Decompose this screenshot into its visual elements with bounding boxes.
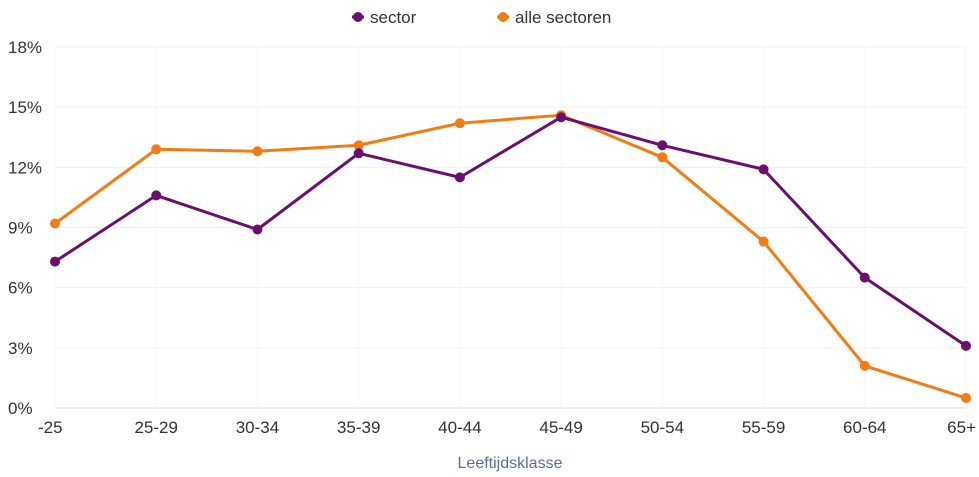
data-point <box>758 164 769 175</box>
x-axis-title: Leeftijdsklasse <box>458 455 563 472</box>
data-point <box>961 340 971 351</box>
series-sector <box>50 112 971 351</box>
x-tick-label: 40-44 <box>438 418 481 437</box>
data-point <box>151 144 162 155</box>
series-layer <box>50 110 971 403</box>
data-point <box>252 146 263 157</box>
legend: sector alle sectoren <box>352 8 611 27</box>
data-point <box>657 140 668 151</box>
gridlines <box>54 46 967 409</box>
series-line <box>53 113 968 400</box>
data-point <box>556 112 567 123</box>
data-point <box>961 392 971 403</box>
data-point <box>353 140 364 151</box>
data-point <box>252 224 263 235</box>
series-alle-sectoren <box>50 110 971 403</box>
data-point <box>50 218 60 229</box>
legend-marker <box>353 12 363 22</box>
x-tick-label: 50-54 <box>641 418 684 437</box>
data-point <box>859 360 870 371</box>
data-point <box>50 256 60 267</box>
x-tick-label: 65+ <box>947 418 976 437</box>
y-tick-label: 18% <box>8 38 42 57</box>
legend-label: alle sectoren <box>515 8 611 27</box>
y-tick-label: 0% <box>8 399 33 418</box>
data-point <box>859 272 870 283</box>
legend-item: sector <box>352 8 417 27</box>
y-tick-label: 9% <box>8 219 33 238</box>
x-tick-label: 60-64 <box>843 418 886 437</box>
y-tick-label: 3% <box>8 339 33 358</box>
x-axis-tick-labels: -25 25-29 30-34 35-39 40-44 45-49 50-54 55-59 60… <box>38 418 976 437</box>
legend-item: alle sectoren <box>497 8 611 27</box>
data-point <box>454 172 465 183</box>
x-tick-label: -25 <box>38 418 63 437</box>
x-tick-label: 55-59 <box>742 418 785 437</box>
x-tick-label: 25-29 <box>134 418 177 437</box>
legend-marker <box>498 12 508 22</box>
y-tick-label: 12% <box>8 158 42 177</box>
data-point <box>758 236 769 247</box>
data-point <box>657 152 668 163</box>
data-point <box>454 118 465 129</box>
x-tick-label: 35-39 <box>337 418 380 437</box>
data-point <box>353 148 364 159</box>
series-line <box>53 115 968 348</box>
y-tick-label: 15% <box>8 98 42 117</box>
legend-label: sector <box>370 8 417 27</box>
y-axis-tick-labels: 0% 3% 6% 9% 12% 15% 18% <box>8 38 42 418</box>
y-tick-label: 6% <box>8 279 33 298</box>
x-tick-label: 30-34 <box>236 418 279 437</box>
x-tick-label: 45-49 <box>539 418 582 437</box>
data-point <box>151 190 162 201</box>
